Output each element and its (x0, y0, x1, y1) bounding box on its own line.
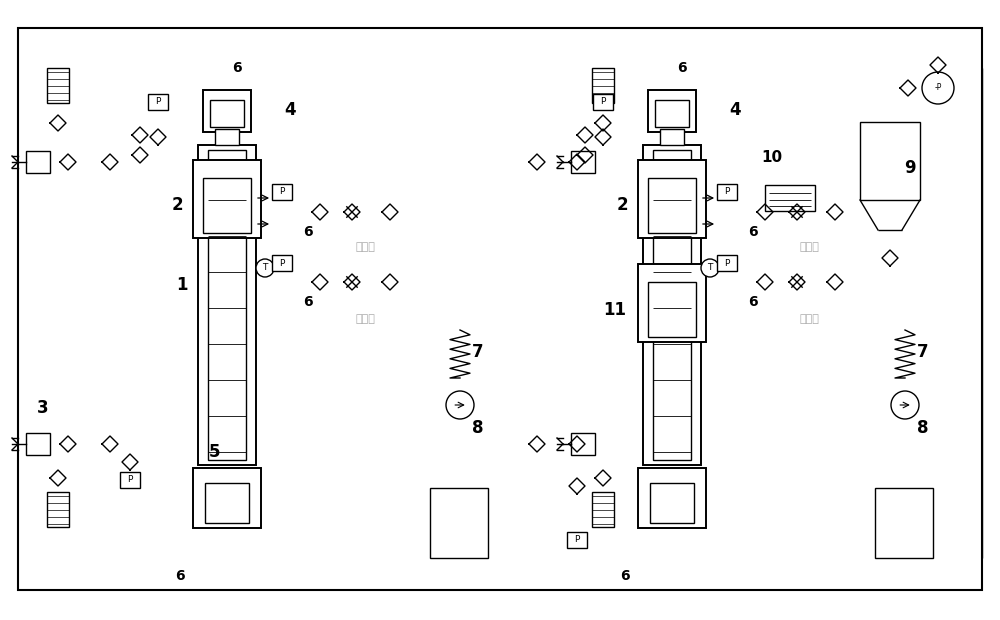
Text: 11: 11 (604, 301, 626, 319)
Bar (26, 151, 50, 173)
Bar (47, 492, 69, 527)
Circle shape (891, 391, 919, 419)
Bar (215, 129, 239, 145)
Circle shape (256, 259, 274, 277)
Text: P: P (724, 259, 730, 267)
Bar (26, 433, 50, 455)
Bar (210, 100, 244, 127)
Circle shape (922, 72, 954, 104)
Text: 8: 8 (917, 419, 929, 437)
Text: 6: 6 (303, 225, 313, 239)
Circle shape (446, 391, 474, 419)
Bar (208, 150, 246, 460)
Bar (717, 184, 737, 200)
Text: P: P (279, 259, 285, 267)
Text: T: T (262, 264, 268, 273)
Bar (650, 483, 694, 523)
Bar (643, 145, 701, 465)
Bar (148, 94, 168, 110)
Text: P: P (724, 187, 730, 197)
Text: P: P (574, 536, 580, 544)
Bar (717, 255, 737, 271)
Bar (875, 488, 933, 558)
Text: 8: 8 (472, 419, 484, 437)
Bar (203, 178, 251, 233)
Bar (193, 468, 261, 528)
Text: 下排烃: 下排烃 (355, 314, 375, 324)
Text: T: T (707, 264, 713, 273)
Text: P: P (155, 97, 161, 107)
Text: P: P (600, 97, 606, 107)
Text: -P: -P (934, 84, 942, 92)
Bar (592, 68, 614, 103)
Text: 4: 4 (284, 101, 296, 119)
Text: 6: 6 (232, 61, 242, 75)
Bar (648, 282, 696, 337)
Text: 9: 9 (904, 159, 916, 177)
Bar (592, 492, 614, 527)
Bar (120, 472, 140, 488)
Circle shape (701, 259, 719, 277)
Text: 6: 6 (303, 295, 313, 309)
Bar (653, 150, 691, 460)
Bar (638, 264, 706, 342)
Text: 6: 6 (677, 61, 687, 75)
Text: P: P (279, 187, 285, 197)
Bar (193, 160, 261, 238)
Text: 6: 6 (748, 225, 758, 239)
Bar (593, 94, 613, 110)
Text: 下排烃: 下排烃 (800, 314, 820, 324)
Bar (272, 184, 292, 200)
Bar (571, 151, 595, 173)
Text: P: P (127, 476, 133, 484)
Bar (660, 129, 684, 145)
Bar (638, 160, 706, 238)
Text: 5: 5 (209, 443, 221, 461)
Text: 2: 2 (616, 196, 628, 214)
Bar (648, 178, 696, 233)
Text: 4: 4 (729, 101, 741, 119)
Bar (203, 90, 251, 132)
Bar (571, 433, 595, 455)
Bar (655, 100, 689, 127)
Bar (272, 255, 292, 271)
Bar (765, 185, 815, 211)
Text: 7: 7 (472, 343, 484, 361)
Text: 上排烃: 上排烃 (800, 242, 820, 252)
Bar (567, 532, 587, 548)
Text: 上排烃: 上排烃 (355, 242, 375, 252)
Text: 7: 7 (917, 343, 929, 361)
Text: 6: 6 (620, 569, 630, 583)
Bar (47, 68, 69, 103)
Text: 10: 10 (761, 151, 783, 166)
Text: 3: 3 (37, 399, 49, 417)
Text: 6: 6 (748, 295, 758, 309)
Bar (430, 488, 488, 558)
Bar (638, 468, 706, 528)
Text: 1: 1 (176, 276, 188, 294)
Bar (860, 122, 920, 200)
Bar (205, 483, 249, 523)
Bar (198, 145, 256, 465)
Text: 6: 6 (175, 569, 185, 583)
Bar (648, 90, 696, 132)
Text: 2: 2 (171, 196, 183, 214)
